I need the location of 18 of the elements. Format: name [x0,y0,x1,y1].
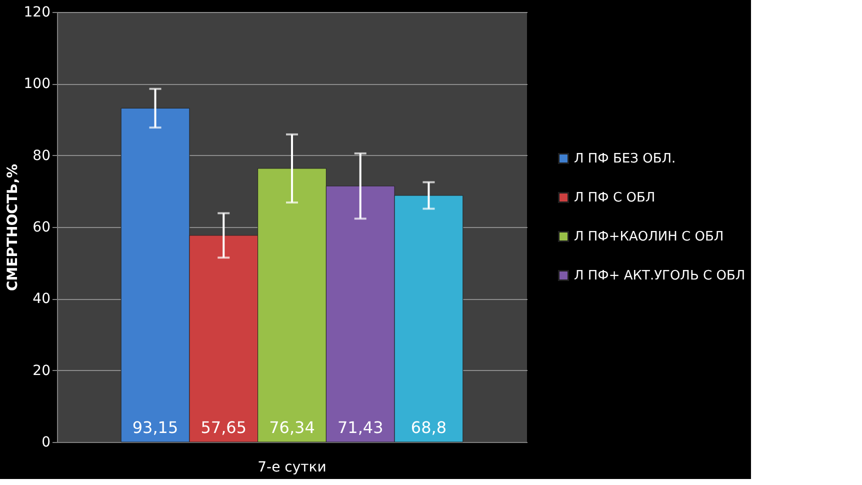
legend-label: Л ПФ БЕЗ ОБЛ. [574,152,676,166]
data-label: 93,15 [132,418,178,437]
y-tick-label: 20 [32,362,50,379]
y-tick-label: 120 [24,4,50,20]
y-tick-label: 40 [32,291,50,308]
x-tick-label: 7-е сутки [258,460,326,476]
legend-label: Л ПФ+КАОЛИН С ОБЛ [574,230,724,244]
y-tick-label: 0 [42,434,50,450]
legend-label: Л ПФ+ АКТ.УГОЛЬ С ОБЛ [574,268,746,284]
data-label: 71,43 [337,418,384,437]
y-tick-label: 100 [24,76,50,92]
legend-label: Л ПФ С ОБЛ [574,190,656,206]
y-tick-label: 60 [32,220,50,236]
data-label: 57,65 [200,418,247,437]
y-tick-label: 80 [32,148,50,164]
data-label: 76,34 [269,418,315,437]
data-label: 68,8 [410,418,447,437]
y-axis-title: СМЕРТНОСТЬ,% [4,164,21,292]
